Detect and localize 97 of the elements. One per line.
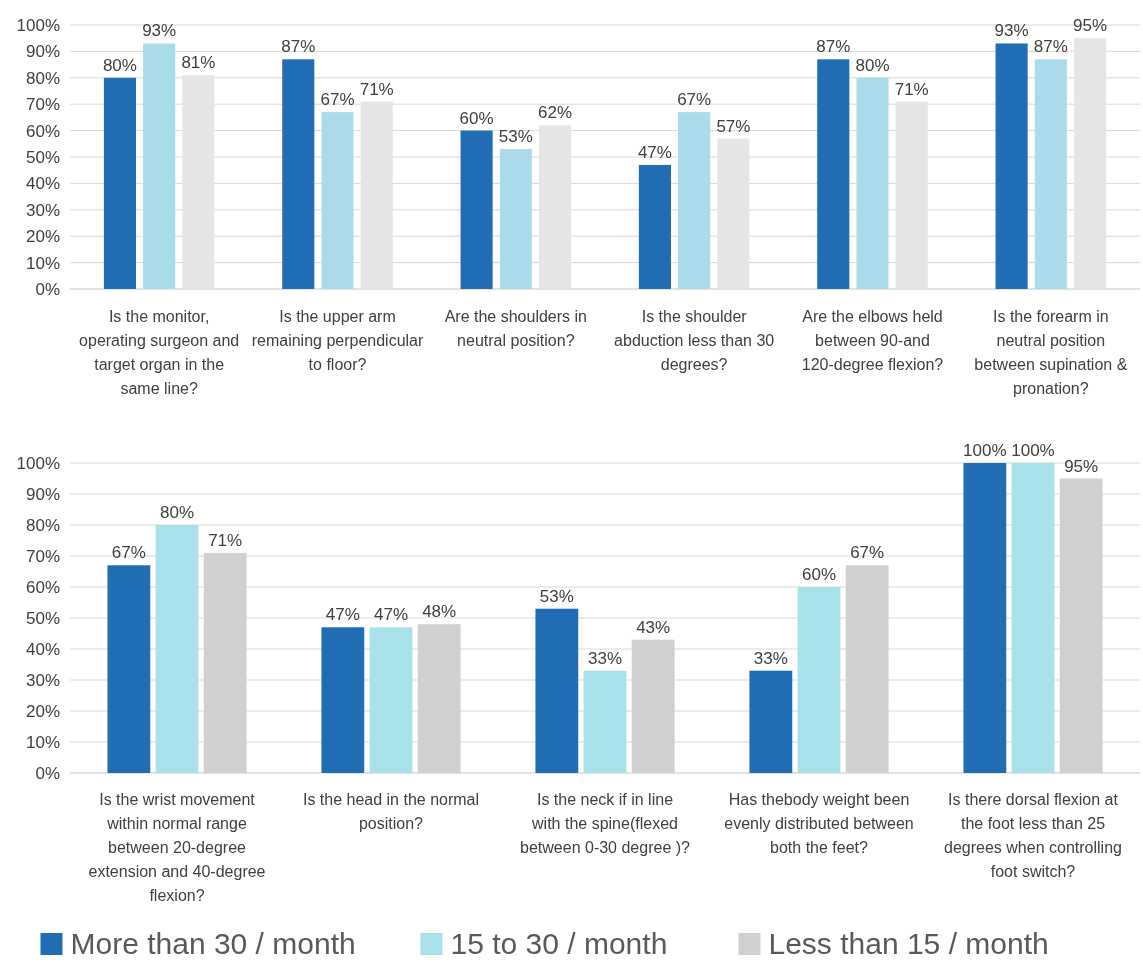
text: 67%	[111, 543, 146, 563]
bar	[499, 149, 532, 289]
legend-label: 15 to 30 / month	[450, 927, 668, 960]
bar	[155, 525, 199, 773]
bar	[321, 112, 354, 289]
text: 60%	[801, 565, 837, 584]
y-tick-label: 60%	[25, 577, 60, 597]
text: 53%	[539, 586, 574, 606]
y-tick-label: 80%	[25, 68, 60, 88]
bar	[535, 608, 579, 773]
x-tick-label: Is the shoulder abduction less than 30 degrees?	[614, 308, 775, 373]
y-tick-label: 50%	[25, 608, 60, 628]
text: 33%	[753, 648, 788, 668]
y-tick-label: 10%	[25, 253, 60, 273]
text: 80%	[102, 55, 137, 75]
text: 47%	[325, 605, 360, 625]
text: 93%	[142, 21, 177, 41]
y-tick-label: 30%	[25, 670, 60, 690]
y-tick-label: 0%	[35, 279, 60, 299]
text: 87%	[281, 37, 316, 57]
bar	[103, 77, 136, 289]
text: 71%	[208, 530, 243, 550]
x-tick-label: Is the neck if in line with the spine(flexed between 0-30 degree )?	[520, 791, 691, 856]
text: 57%	[716, 116, 751, 136]
text: 87%	[816, 37, 851, 57]
text: 95%	[1064, 456, 1099, 476]
y-tick-label: 0%	[35, 763, 60, 783]
bar	[856, 77, 889, 289]
bar	[143, 43, 176, 289]
x-tick-label: Are the elbows held between 90-and 120-degree flexion?	[801, 308, 944, 373]
y-tick-label: 80%	[25, 515, 60, 535]
bar	[963, 463, 1007, 773]
y-tick-label: 30%	[25, 200, 60, 220]
text: 47%	[637, 142, 672, 162]
y-tick-label: 70%	[25, 95, 60, 115]
text: 80%	[159, 503, 195, 522]
x-tick-label: Is there dorsal flexion at the foot less than 25 degrees when controlling foot switch?	[944, 791, 1122, 880]
bar	[321, 627, 365, 773]
bar	[895, 101, 928, 289]
bar	[182, 75, 215, 289]
text: 53%	[498, 127, 533, 147]
x-tick-label: Has thebody weight been evenly distributed between both the feet?	[724, 791, 914, 856]
y-tick-label: 10%	[25, 732, 60, 752]
text: 71%	[359, 79, 394, 99]
text: 80%	[855, 55, 890, 75]
y-tick-label: 100%	[16, 15, 60, 35]
bar	[638, 164, 671, 289]
bar	[107, 565, 151, 773]
bar	[369, 627, 413, 773]
x-tick-label: Are the shoulders in neutral position?	[444, 308, 587, 349]
y-tick-label: 50%	[25, 147, 60, 167]
text: 60%	[459, 108, 494, 128]
bar	[995, 43, 1028, 289]
bar	[1011, 463, 1055, 773]
text: 47%	[373, 605, 409, 625]
y-tick-label: 20%	[25, 227, 60, 247]
bar	[797, 587, 841, 773]
x-tick-label: Is the forearm in neutral position between supination & pronation?	[974, 308, 1128, 397]
x-tick-label: Is the upper arm remaining perpendicular to floor?	[251, 308, 424, 373]
legend-label: More than 30 / month	[70, 927, 356, 960]
text: 71%	[894, 79, 929, 99]
bar	[539, 125, 572, 289]
text: 48%	[422, 602, 457, 622]
text: 33%	[587, 648, 623, 668]
y-tick-label: 20%	[25, 701, 60, 721]
y-tick-label: 90%	[25, 484, 60, 504]
y-tick-label: 60%	[25, 121, 60, 141]
bar	[1074, 38, 1107, 289]
text: 67%	[320, 90, 355, 110]
y-tick-label: 90%	[25, 42, 60, 62]
text: 95%	[1073, 16, 1108, 36]
text: 67%	[677, 90, 712, 110]
text: 93%	[994, 21, 1029, 41]
bar	[817, 59, 850, 289]
y-tick-label: 70%	[25, 546, 60, 566]
text: 87%	[1033, 37, 1068, 57]
bar	[678, 112, 711, 289]
legend-label: Less than 15 / month	[768, 927, 1049, 960]
x-tick-label: Is the monitor, operating surgeon and target organ in the same line?	[79, 308, 240, 397]
bar	[749, 670, 793, 773]
text: 67%	[850, 543, 885, 563]
text: 43%	[636, 617, 671, 637]
x-tick-label: Is the wrist movement within normal range between 20-degree extension and 40-degree flexion?	[88, 791, 266, 904]
y-tick-label: 100%	[16, 453, 60, 473]
text: 81%	[181, 53, 216, 73]
x-tick-label: Is the head in the normal position?	[302, 791, 480, 832]
text: 62%	[538, 103, 573, 123]
bar	[717, 138, 750, 289]
bar	[360, 101, 393, 289]
y-tick-label: 40%	[25, 639, 60, 659]
bar	[460, 130, 493, 289]
y-tick-label: 40%	[25, 174, 60, 194]
text: 100%	[1011, 441, 1055, 460]
bar	[1034, 59, 1067, 289]
bar	[282, 59, 315, 289]
text: 100%	[963, 441, 1007, 460]
bar	[583, 670, 627, 773]
